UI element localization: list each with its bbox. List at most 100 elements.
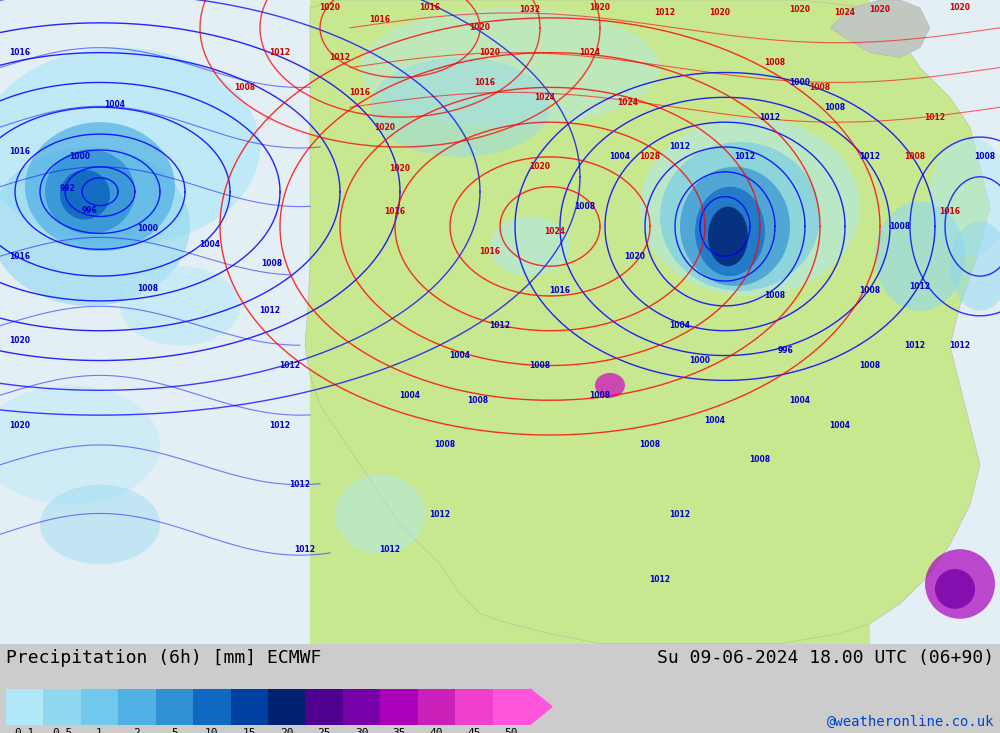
Text: 1012: 1012	[330, 53, 351, 62]
Text: 992: 992	[60, 184, 76, 194]
Text: 15: 15	[243, 728, 256, 733]
Text: 1012: 1012	[734, 152, 756, 161]
Text: 30: 30	[355, 728, 368, 733]
Text: 25: 25	[317, 728, 331, 733]
Ellipse shape	[0, 48, 260, 246]
Text: 1004: 1004	[104, 100, 126, 108]
Text: 1024: 1024	[580, 48, 600, 57]
Text: 1020: 1020	[710, 8, 730, 18]
Text: 1008: 1008	[137, 284, 159, 292]
Ellipse shape	[0, 147, 190, 306]
Text: 1020: 1020	[390, 164, 411, 173]
Text: 1020: 1020	[530, 162, 550, 172]
Text: Su 09-06-2024 18.00 UTC (06+90): Su 09-06-2024 18.00 UTC (06+90)	[657, 649, 994, 667]
Ellipse shape	[360, 8, 660, 127]
Text: 2: 2	[134, 728, 140, 733]
Text: 1012: 1012	[654, 8, 676, 18]
Text: 1012: 1012	[860, 152, 881, 161]
Text: 1012: 1012	[490, 321, 511, 331]
Bar	[6, 689, 43, 725]
Text: 1008: 1008	[764, 58, 786, 67]
Text: 1008: 1008	[749, 455, 771, 464]
Text: 1012: 1012	[294, 545, 316, 553]
Text: 1004: 1004	[450, 351, 471, 360]
Text: 1008: 1008	[467, 396, 489, 405]
Text: 1020: 1020	[374, 122, 396, 132]
Text: 1004: 1004	[400, 391, 420, 399]
Text: 1012: 1012	[280, 361, 300, 370]
Text: 1020: 1020	[950, 4, 970, 12]
Text: 1016: 1016	[475, 78, 496, 87]
Text: 1004: 1004	[200, 240, 220, 248]
Text: 1: 1	[96, 728, 103, 733]
Bar	[455, 689, 493, 725]
Ellipse shape	[680, 167, 790, 286]
Text: 1020: 1020	[320, 4, 340, 12]
Text: 1012: 1012	[270, 421, 290, 430]
Text: 1012: 1012	[904, 341, 926, 350]
Text: 5: 5	[171, 728, 178, 733]
Bar	[493, 689, 530, 725]
Text: 0.5: 0.5	[52, 728, 72, 733]
Bar	[156, 689, 193, 725]
Text: 1008: 1008	[904, 152, 926, 161]
Text: 1008: 1008	[859, 361, 881, 370]
Text: 0.1: 0.1	[15, 728, 35, 733]
Text: 1024: 1024	[618, 97, 639, 107]
Text: 1012: 1012	[290, 480, 310, 489]
Ellipse shape	[925, 549, 995, 619]
Text: 1012: 1012	[650, 575, 670, 583]
Ellipse shape	[640, 117, 860, 296]
Text: 1024: 1024	[534, 93, 556, 102]
Text: 1020: 1020	[10, 336, 30, 345]
Text: 1008: 1008	[639, 441, 661, 449]
Text: 10: 10	[205, 728, 219, 733]
Ellipse shape	[60, 170, 110, 219]
Text: 1004: 1004	[830, 421, 850, 430]
Bar	[310, 0, 870, 644]
Text: 1000: 1000	[690, 356, 710, 365]
Ellipse shape	[25, 122, 175, 251]
Text: 1020: 1020	[790, 5, 810, 15]
Text: 1020: 1020	[470, 23, 490, 32]
Ellipse shape	[930, 137, 1000, 257]
Ellipse shape	[950, 221, 1000, 311]
Polygon shape	[530, 689, 552, 725]
Bar	[305, 689, 343, 725]
Bar	[81, 689, 118, 725]
Text: 1004: 1004	[670, 321, 690, 331]
Bar	[118, 689, 156, 725]
Text: 1012: 1012	[670, 510, 690, 519]
Ellipse shape	[335, 475, 425, 554]
Text: 996: 996	[82, 206, 98, 215]
Bar	[268, 689, 305, 725]
Text: 1008: 1008	[529, 361, 551, 370]
Ellipse shape	[45, 150, 135, 234]
Text: 1016: 1016	[384, 207, 406, 216]
Text: 1024: 1024	[834, 8, 856, 18]
Text: 1008: 1008	[234, 83, 256, 92]
Ellipse shape	[120, 266, 240, 346]
Bar	[231, 689, 268, 725]
Text: 1016: 1016	[370, 15, 390, 24]
Text: Precipitation (6h) [mm] ECMWF: Precipitation (6h) [mm] ECMWF	[6, 649, 321, 667]
Text: 1008: 1008	[574, 202, 596, 211]
Text: 1016: 1016	[420, 4, 440, 12]
Text: 1020: 1020	[870, 5, 891, 15]
Text: 1008: 1008	[974, 152, 996, 161]
Text: 1004: 1004	[704, 416, 726, 424]
Text: 50: 50	[505, 728, 518, 733]
Bar	[418, 689, 455, 725]
Text: 1004: 1004	[610, 152, 631, 161]
Text: 1016: 1016	[480, 247, 501, 256]
Bar	[43, 689, 81, 725]
Text: 1020: 1020	[10, 421, 30, 430]
Text: 1016: 1016	[10, 48, 30, 57]
Text: 1024: 1024	[544, 227, 566, 236]
Text: 1012: 1012	[270, 48, 290, 57]
Text: 1012: 1012	[924, 113, 946, 122]
Text: @weatheronline.co.uk: @weatheronline.co.uk	[826, 715, 994, 729]
Text: 1008: 1008	[859, 287, 881, 295]
Text: 1020: 1020	[624, 251, 646, 261]
Text: 1016: 1016	[550, 287, 570, 295]
